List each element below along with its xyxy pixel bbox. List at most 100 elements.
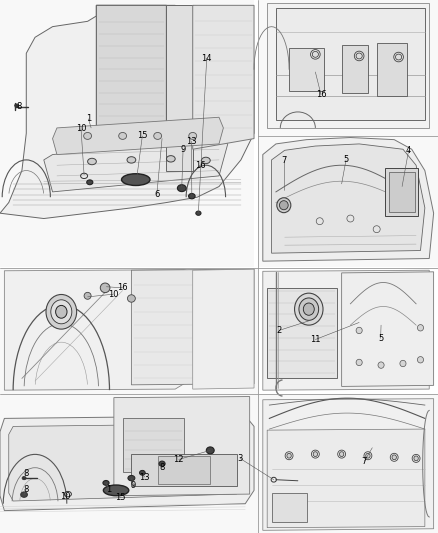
- Ellipse shape: [201, 157, 210, 164]
- Ellipse shape: [56, 305, 67, 318]
- Polygon shape: [263, 399, 434, 530]
- Ellipse shape: [279, 200, 288, 209]
- Ellipse shape: [119, 133, 127, 140]
- Ellipse shape: [378, 362, 384, 368]
- Ellipse shape: [127, 295, 135, 302]
- Text: 11: 11: [310, 335, 321, 344]
- Text: 8: 8: [17, 102, 22, 111]
- Text: 12: 12: [173, 455, 184, 464]
- Ellipse shape: [417, 357, 424, 363]
- Text: 16: 16: [195, 161, 205, 169]
- Ellipse shape: [128, 475, 135, 481]
- Polygon shape: [342, 272, 434, 386]
- Ellipse shape: [396, 54, 402, 60]
- Polygon shape: [276, 8, 425, 120]
- Ellipse shape: [417, 325, 424, 331]
- Polygon shape: [0, 268, 258, 394]
- Ellipse shape: [189, 133, 197, 140]
- Ellipse shape: [414, 456, 418, 461]
- Polygon shape: [0, 0, 254, 266]
- Ellipse shape: [287, 453, 291, 458]
- Text: 6: 6: [154, 190, 159, 199]
- Bar: [267, 288, 337, 378]
- Bar: [385, 168, 418, 216]
- Bar: [289, 48, 324, 91]
- Ellipse shape: [206, 447, 214, 454]
- Bar: [131, 454, 237, 486]
- Ellipse shape: [139, 471, 145, 475]
- Text: 10: 10: [108, 290, 118, 298]
- Bar: [377, 43, 407, 96]
- Text: 7: 7: [362, 457, 367, 465]
- Text: 10: 10: [76, 125, 86, 133]
- Ellipse shape: [84, 133, 92, 140]
- Ellipse shape: [154, 133, 162, 140]
- Ellipse shape: [51, 300, 72, 324]
- Ellipse shape: [356, 359, 362, 366]
- Polygon shape: [53, 117, 223, 155]
- Ellipse shape: [299, 298, 318, 320]
- Text: 16: 16: [117, 284, 128, 292]
- Bar: [158, 456, 210, 484]
- Text: 13: 13: [186, 137, 197, 146]
- Text: 2: 2: [276, 326, 282, 335]
- Polygon shape: [263, 270, 429, 390]
- Ellipse shape: [196, 211, 201, 215]
- Polygon shape: [96, 5, 166, 171]
- Polygon shape: [267, 3, 429, 128]
- Bar: [272, 493, 307, 522]
- Text: 14: 14: [201, 54, 212, 62]
- Polygon shape: [131, 269, 254, 385]
- Text: 9: 9: [180, 145, 186, 154]
- Polygon shape: [193, 5, 254, 149]
- Polygon shape: [114, 397, 250, 496]
- Ellipse shape: [159, 461, 165, 466]
- Text: 8: 8: [24, 485, 29, 494]
- Ellipse shape: [400, 360, 406, 367]
- Ellipse shape: [100, 283, 110, 293]
- Text: 1: 1: [106, 485, 111, 494]
- Polygon shape: [4, 270, 193, 390]
- Ellipse shape: [14, 104, 18, 107]
- Text: 15: 15: [137, 132, 148, 140]
- Polygon shape: [258, 0, 438, 136]
- Ellipse shape: [312, 51, 318, 58]
- Ellipse shape: [21, 492, 27, 497]
- Polygon shape: [267, 429, 425, 528]
- Polygon shape: [258, 136, 438, 266]
- Ellipse shape: [356, 53, 362, 59]
- Text: 4: 4: [406, 146, 411, 155]
- Text: 15: 15: [115, 493, 126, 502]
- Polygon shape: [0, 5, 254, 219]
- Text: 8: 8: [159, 463, 165, 472]
- Polygon shape: [272, 144, 425, 253]
- Polygon shape: [166, 5, 193, 171]
- Polygon shape: [96, 5, 166, 139]
- Text: 5: 5: [343, 156, 349, 164]
- Ellipse shape: [303, 303, 314, 316]
- Ellipse shape: [366, 453, 370, 458]
- Ellipse shape: [188, 193, 195, 199]
- Ellipse shape: [84, 292, 91, 300]
- Ellipse shape: [277, 198, 291, 213]
- Ellipse shape: [103, 485, 129, 496]
- Text: 16: 16: [316, 91, 326, 99]
- Ellipse shape: [22, 477, 26, 480]
- Polygon shape: [0, 394, 258, 533]
- Polygon shape: [44, 139, 228, 192]
- Ellipse shape: [294, 293, 323, 325]
- Ellipse shape: [88, 158, 96, 165]
- Polygon shape: [263, 138, 434, 261]
- Polygon shape: [9, 424, 241, 501]
- Text: 13: 13: [139, 473, 150, 481]
- Ellipse shape: [313, 452, 318, 456]
- Polygon shape: [193, 269, 254, 389]
- Text: 8: 8: [24, 469, 29, 478]
- Ellipse shape: [46, 294, 77, 329]
- Text: 1: 1: [86, 115, 91, 123]
- Text: 10: 10: [60, 492, 71, 501]
- Ellipse shape: [166, 156, 175, 162]
- Ellipse shape: [127, 157, 136, 163]
- Bar: [123, 418, 184, 472]
- Ellipse shape: [177, 185, 186, 191]
